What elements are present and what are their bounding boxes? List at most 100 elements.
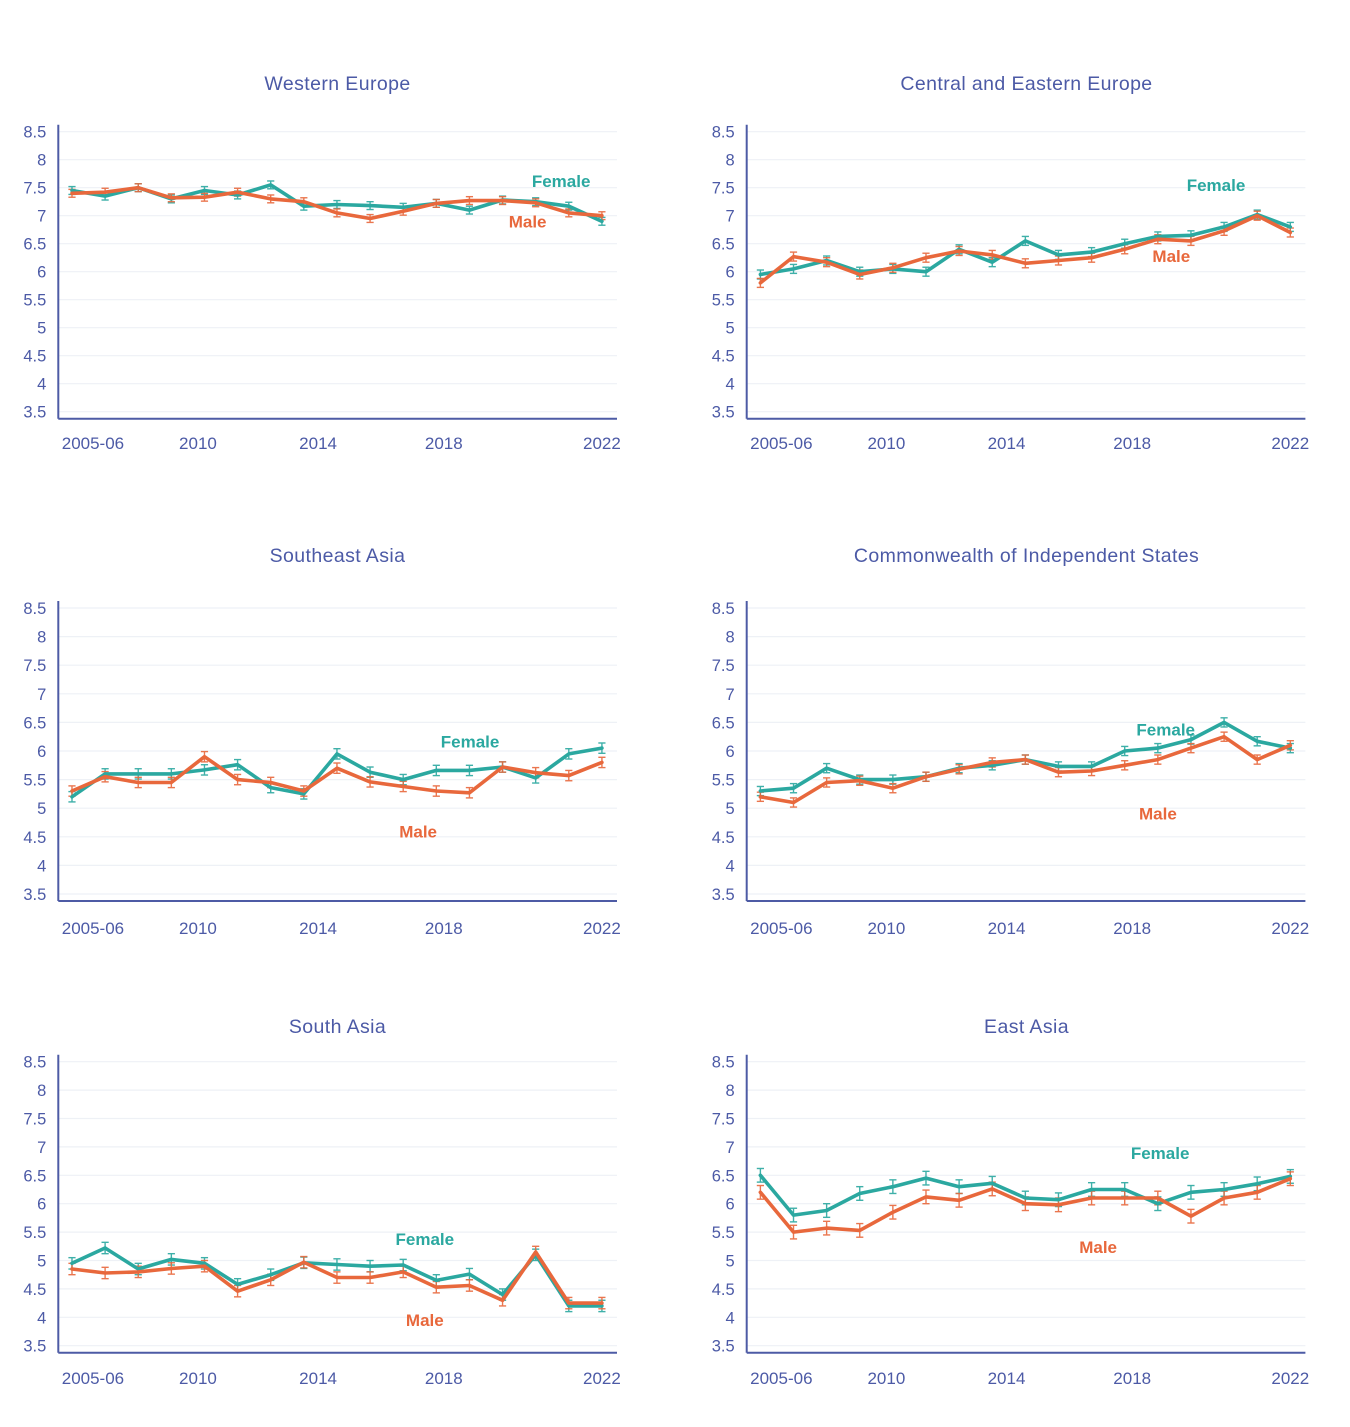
y-tick-label: 6.5 [712, 1167, 735, 1185]
x-tick-label: 2005-06 [750, 919, 812, 938]
x-tick-label: 2005-06 [750, 434, 812, 453]
y-tick-label: 3.5 [712, 1338, 735, 1356]
chart-title-east-asia: East Asia [984, 1016, 1069, 1038]
y-tick-label: 8 [37, 1082, 46, 1100]
y-tick-label: 6.5 [712, 714, 735, 732]
x-tick-label: 2014 [988, 1369, 1026, 1388]
y-tick-label: 7.5 [23, 180, 46, 198]
chart-title-western-europe: Western Europe [264, 73, 411, 95]
y-tick-label: 4 [37, 376, 46, 394]
chart-south-asia: 8.5 8 7.5 7 6.5 6 5.5 5 4.5 4 3.5 2005-06 2010 2014 20… [23, 1054, 620, 1388]
legend-female-label: Female [396, 1230, 455, 1249]
male-line [758, 213, 1293, 285]
y-tick-label: 3.5 [712, 404, 735, 422]
y-tick-label: 7.5 [23, 657, 46, 675]
y-tick-label: 8.5 [712, 600, 735, 618]
y-tick-label: 8.5 [23, 1054, 46, 1072]
y-tick-label: 4.5 [712, 829, 735, 847]
y-tick-label: 3.5 [712, 886, 735, 904]
chart-southeast-asia: 8.5 8 7.5 7 6.5 6 5.5 5 4.5 4 3.5 2005-06 2010 2014 20… [23, 600, 620, 938]
x-tick-label: 2022 [1271, 434, 1309, 453]
chart-title-southeast-asia: Southeast Asia [269, 545, 406, 567]
male-line [70, 185, 604, 221]
legend-female-label: Female [532, 172, 591, 191]
y-tick-label: 7 [37, 208, 46, 226]
y-tick-label: 7 [726, 686, 735, 704]
y-tick-label: 6 [37, 743, 46, 761]
x-tick-label: 2018 [1113, 1369, 1151, 1388]
y-tick-label: 7.5 [712, 657, 735, 675]
x-tick-label: 2014 [299, 919, 337, 938]
chart-western-europe: 8.5 8 7.5 7 6.5 6 5.5 5 4.5 4 3.5 2005-06 2010 2014 20… [23, 124, 620, 453]
x-tick-label: 2022 [583, 919, 621, 938]
y-tick-label: 4 [726, 1309, 735, 1327]
chart-title-south-asia: South Asia [288, 1016, 387, 1038]
y-tick-label: 8.5 [23, 124, 46, 142]
x-tick-label: 2014 [299, 1369, 337, 1388]
legend-female-label: Female [1136, 720, 1195, 739]
y-tick-label: 7.5 [712, 1111, 735, 1129]
y-tick-label: 6.5 [712, 236, 735, 254]
x-tick-label: 2022 [583, 1369, 621, 1388]
y-tick-label: 8.5 [712, 1054, 735, 1072]
y-tick-label: 5.5 [712, 772, 735, 790]
legend-male-label: Male [509, 212, 547, 231]
x-tick-label: 2018 [1113, 919, 1151, 938]
chart-title-central-eastern-europe: Central and Eastern Europe [900, 73, 1153, 95]
y-tick-label: 6 [726, 264, 735, 282]
x-tick-label: 2018 [425, 1369, 463, 1388]
y-tick-label: 3.5 [23, 404, 46, 422]
x-tick-label: 2018 [425, 919, 463, 938]
x-tick-label: 2010 [867, 919, 905, 938]
x-tick-label: 2010 [179, 1369, 217, 1388]
legend-male-label: Male [406, 1311, 444, 1330]
x-tick-label: 2022 [1271, 919, 1309, 938]
legend-female-label: Female [1131, 1144, 1190, 1163]
y-tick-label: 6.5 [23, 236, 46, 254]
y-tick-label: 4 [726, 857, 735, 875]
x-tick-label: 2022 [1271, 1369, 1309, 1388]
y-tick-label: 5 [37, 1253, 46, 1271]
legend-male-label: Male [1079, 1238, 1117, 1257]
y-tick-label: 8.5 [23, 600, 46, 618]
y-tick-label: 5 [726, 800, 735, 818]
legend-female-label: Female [1187, 176, 1246, 195]
y-tick-label: 5 [726, 320, 735, 338]
x-tick-label: 2014 [299, 434, 337, 453]
x-tick-label: 2010 [867, 434, 905, 453]
x-tick-label: 2010 [179, 919, 217, 938]
y-tick-label: 4.5 [712, 1281, 735, 1299]
x-tick-label: 2010 [867, 1369, 905, 1388]
y-tick-label: 6 [37, 264, 46, 282]
y-tick-label: 6.5 [23, 714, 46, 732]
female-line [758, 1173, 1293, 1217]
y-tick-label: 4 [726, 376, 735, 394]
legend-male-label: Male [1152, 247, 1190, 266]
y-tick-label: 8 [726, 629, 735, 647]
y-tick-label: 7 [37, 686, 46, 704]
y-tick-label: 3.5 [23, 1338, 46, 1356]
x-tick-label: 2018 [425, 434, 463, 453]
y-tick-label: 8 [37, 629, 46, 647]
y-tick-label: 8 [726, 152, 735, 170]
y-tick-label: 5 [726, 1253, 735, 1271]
x-tick-label: 2005-06 [62, 434, 124, 453]
y-tick-label: 5.5 [712, 292, 735, 310]
y-tick-label: 3.5 [23, 886, 46, 904]
y-tick-label: 7.5 [712, 180, 735, 198]
female-line [758, 212, 1293, 277]
legend-male-label: Male [1139, 804, 1177, 823]
x-tick-label: 2010 [179, 434, 217, 453]
y-tick-label: 6 [726, 1196, 735, 1214]
x-tick-label: 2005-06 [62, 919, 124, 938]
y-tick-label: 4 [37, 857, 46, 875]
chart-east-asia: 8.5 8 7.5 7 6.5 6 5.5 5 4.5 4 3.5 2005-06 2010 2014 20… [712, 1054, 1309, 1388]
y-tick-label: 7 [726, 1139, 735, 1157]
y-tick-label: 7 [726, 208, 735, 226]
y-tick-label: 5.5 [712, 1224, 735, 1242]
y-tick-label: 5 [37, 800, 46, 818]
y-tick-label: 4.5 [712, 348, 735, 366]
y-tick-label: 7.5 [23, 1111, 46, 1129]
